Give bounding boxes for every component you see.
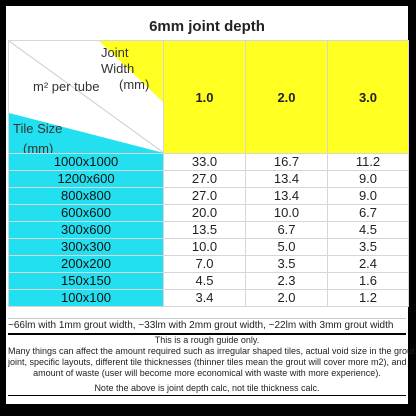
summary-note: ~66lm with 1mm grout width, ~33lm with 2… — [8, 318, 406, 333]
coverage-value-cell: 9.0 — [327, 170, 409, 188]
table-row: 1200x600 27.0 13.4 9.0 — [8, 170, 409, 188]
table-row: 300x600 13.5 6.7 4.5 — [8, 221, 409, 239]
footer-note: Note the above is joint depth calc, not … — [8, 381, 406, 396]
tile-size-cell: 200x200 — [8, 255, 164, 273]
coverage-value-cell: 11.2 — [327, 153, 409, 171]
coverage-value-cell: 10.0 — [245, 204, 328, 222]
coverage-value-cell: 4.5 — [163, 272, 246, 290]
coverage-value-cell: 13.4 — [245, 170, 328, 188]
coverage-value-cell: 3.5 — [327, 238, 409, 256]
header-row: Joint Width (mm) m² per tube Tile Size (… — [8, 40, 409, 154]
table-row: 1000x1000 33.0 16.7 11.2 — [8, 153, 409, 171]
coverage-value-cell: 4.5 — [327, 221, 409, 239]
tile-size-cell: 1000x1000 — [8, 153, 164, 171]
coverage-value-cell: 7.0 — [163, 255, 246, 273]
rough-guide-note: This is a rough guide only. Many things … — [8, 333, 415, 383]
coverage-value-cell: 2.4 — [327, 255, 409, 273]
coverage-value-cell: 2.0 — [245, 289, 328, 307]
tile-size-cell: 800x800 — [8, 187, 164, 205]
joint-width-header-2: 2.0 — [245, 40, 328, 154]
coverage-value-cell: 16.7 — [245, 153, 328, 171]
guide-line-2: Many things can affect the amount requir… — [8, 346, 415, 356]
coverage-value-cell: 5.0 — [245, 238, 328, 256]
coverage-table: Joint Width (mm) m² per tube Tile Size (… — [8, 40, 409, 307]
joint-width-header-1: 1.0 — [163, 40, 246, 154]
table-row: 100x100 3.4 2.0 1.2 — [8, 289, 409, 307]
coverage-value-cell: 27.0 — [163, 187, 246, 205]
coverage-value-cell: 3.4 — [163, 289, 246, 307]
guide-line-4: amount of waste (user will become more e… — [33, 368, 381, 378]
coverage-value-cell: 9.0 — [327, 187, 409, 205]
tile-size-cell: 300x600 — [8, 221, 164, 239]
coverage-value-cell: 20.0 — [163, 204, 246, 222]
coverage-value-cell: 2.3 — [245, 272, 328, 290]
guide-line-3: joint, specific layouts, different tile … — [8, 357, 407, 367]
coverage-value-cell: 33.0 — [163, 153, 246, 171]
joint-width-label: Joint Width (mm) — [101, 45, 150, 92]
coverage-value-cell: 1.6 — [327, 272, 409, 290]
coverage-value-cell: 3.5 — [245, 255, 328, 273]
corner-cell: Joint Width (mm) m² per tube Tile Size (… — [8, 40, 164, 154]
tile-size-label: Tile Size (mm) — [13, 121, 63, 153]
table-row: 200x200 7.0 3.5 2.4 — [8, 255, 409, 273]
coverage-value-cell: 13.5 — [163, 221, 246, 239]
tile-size-cell: 150x150 — [8, 272, 164, 290]
corner-shading — [9, 41, 163, 153]
coverage-value-cell: 1.2 — [327, 289, 409, 307]
tile-size-cell: 100x100 — [8, 289, 164, 307]
guide-line-1: This is a rough guide only. — [154, 335, 260, 345]
m2-per-tube-label: m² per tube — [33, 79, 100, 94]
joint-width-header-3: 3.0 — [327, 40, 409, 154]
table-row: 300x300 10.0 5.0 3.5 — [8, 238, 409, 256]
tile-size-cell: 600x600 — [8, 204, 164, 222]
coverage-value-cell: 13.4 — [245, 187, 328, 205]
coverage-value-cell: 27.0 — [163, 170, 246, 188]
table-row: 800x800 27.0 13.4 9.0 — [8, 187, 409, 205]
tile-size-cell: 1200x600 — [8, 170, 164, 188]
tile-size-cell: 300x300 — [8, 238, 164, 256]
coverage-value-cell: 6.7 — [327, 204, 409, 222]
coverage-value-cell: 6.7 — [245, 221, 328, 239]
page-title: 6mm joint depth — [149, 18, 265, 35]
table-row: 600x600 20.0 10.0 6.7 — [8, 204, 409, 222]
coverage-value-cell: 10.0 — [163, 238, 246, 256]
table-row: 150x150 4.5 2.3 1.6 — [8, 272, 409, 290]
